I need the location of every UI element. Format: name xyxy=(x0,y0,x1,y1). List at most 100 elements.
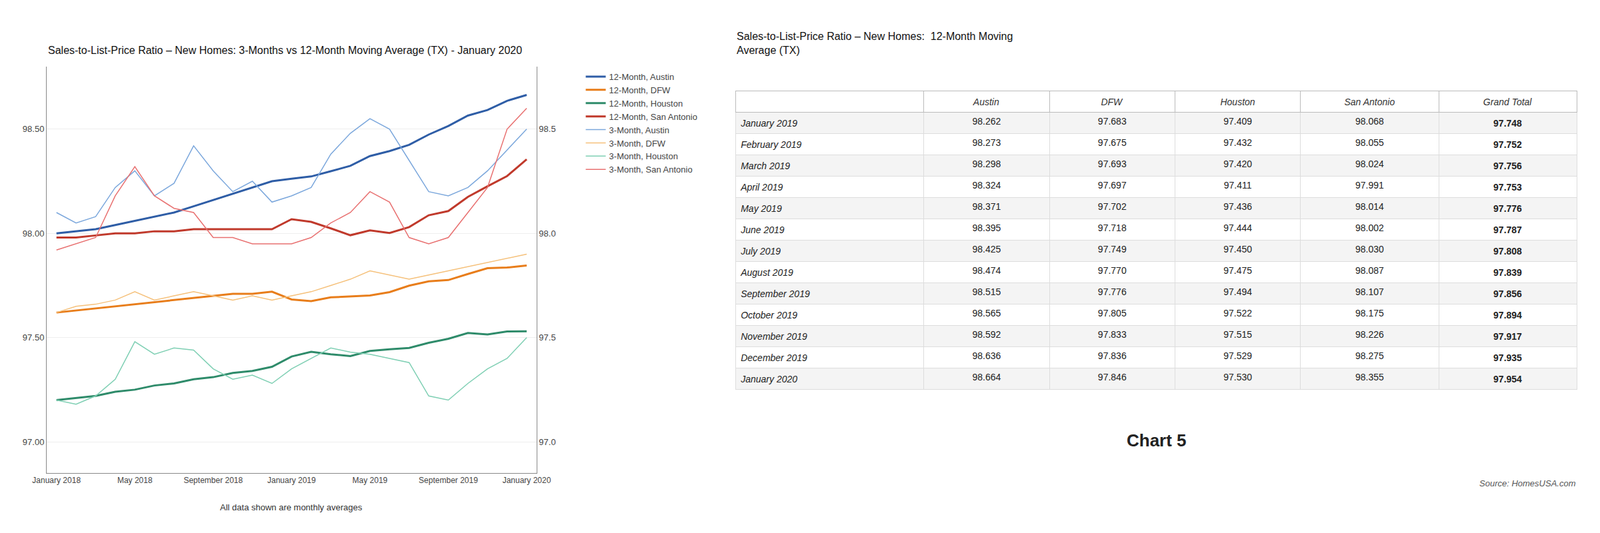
svg-text:January 2018: January 2018 xyxy=(32,476,81,486)
svg-text:3-Month, San Antonio: 3-Month, San Antonio xyxy=(609,164,693,175)
svg-text:97.776: 97.776 xyxy=(1098,286,1127,298)
svg-text:98.565: 98.565 xyxy=(972,308,1002,319)
svg-text:98.50: 98.50 xyxy=(22,124,45,134)
svg-text:97.856: 97.856 xyxy=(1493,288,1522,300)
svg-text:October 2019: October 2019 xyxy=(740,310,798,321)
svg-text:97.748: 97.748 xyxy=(1493,118,1522,129)
svg-text:May 2019: May 2019 xyxy=(352,476,388,486)
svg-text:97.432: 97.432 xyxy=(1223,137,1252,148)
svg-text:April 2019: April 2019 xyxy=(740,182,783,193)
svg-text:November 2019: November 2019 xyxy=(740,331,808,342)
svg-text:97.683: 97.683 xyxy=(1098,116,1127,127)
svg-text:98.592: 98.592 xyxy=(972,329,1002,340)
svg-text:98.5: 98.5 xyxy=(538,124,556,134)
svg-text:Houston: Houston xyxy=(1220,96,1255,108)
svg-text:97.0: 97.0 xyxy=(538,437,556,448)
svg-text:September 2018: September 2018 xyxy=(183,476,243,486)
svg-text:97.409: 97.409 xyxy=(1223,116,1252,127)
svg-text:98.273: 98.273 xyxy=(972,137,1002,148)
svg-text:98.474: 98.474 xyxy=(972,265,1002,276)
svg-text:Austin: Austin xyxy=(972,96,1000,108)
svg-text:12-Month, Houston: 12-Month, Houston xyxy=(609,98,684,109)
svg-text:97.752: 97.752 xyxy=(1493,139,1522,150)
svg-text:12-Month, San Antonio: 12-Month, San Antonio xyxy=(609,112,698,122)
svg-text:All data shown are monthly ave: All data shown are monthly averages xyxy=(220,502,363,513)
svg-text:97.756: 97.756 xyxy=(1493,160,1522,172)
svg-text:97.411: 97.411 xyxy=(1224,180,1252,191)
svg-text:DFW: DFW xyxy=(1100,96,1124,108)
svg-text:97.935: 97.935 xyxy=(1493,352,1522,364)
svg-text:January 2020: January 2020 xyxy=(502,476,552,486)
svg-text:97.529: 97.529 xyxy=(1223,350,1252,362)
svg-text:January 2020: January 2020 xyxy=(740,374,798,385)
svg-text:97.494: 97.494 xyxy=(1223,286,1252,298)
svg-text:97.522: 97.522 xyxy=(1223,308,1252,319)
svg-text:98.425: 98.425 xyxy=(972,244,1002,255)
svg-text:Source: HomesUSA.com: Source: HomesUSA.com xyxy=(1479,478,1576,489)
svg-text:98.055: 98.055 xyxy=(1355,137,1384,148)
svg-text:97.675: 97.675 xyxy=(1098,137,1127,148)
svg-text:12-Month, DFW: 12-Month, DFW xyxy=(609,85,671,96)
svg-text:97.749: 97.749 xyxy=(1098,244,1127,255)
svg-text:97.770: 97.770 xyxy=(1098,265,1127,276)
svg-text:98.0: 98.0 xyxy=(538,228,556,239)
svg-text:98.226: 98.226 xyxy=(1355,329,1384,340)
svg-text:98.324: 98.324 xyxy=(972,180,1002,191)
svg-text:February 2019: February 2019 xyxy=(740,139,802,150)
svg-text:May 2018: May 2018 xyxy=(117,476,153,486)
svg-text:98.107: 98.107 xyxy=(1355,286,1384,298)
svg-text:97.776: 97.776 xyxy=(1493,203,1522,214)
svg-text:3-Month, DFW: 3-Month, DFW xyxy=(609,138,666,149)
svg-text:May 2019: May 2019 xyxy=(740,203,782,214)
svg-text:98.002: 98.002 xyxy=(1355,222,1384,234)
svg-text:July 2019: July 2019 xyxy=(740,246,781,257)
svg-text:98.262: 98.262 xyxy=(972,116,1002,127)
svg-text:97.753: 97.753 xyxy=(1493,182,1522,193)
svg-text:97.839: 97.839 xyxy=(1493,267,1522,278)
svg-text:98.636: 98.636 xyxy=(972,350,1002,362)
svg-text:97.475: 97.475 xyxy=(1223,265,1252,276)
svg-text:Grand Total: Grand Total xyxy=(1483,96,1533,108)
svg-text:97.808: 97.808 xyxy=(1493,246,1522,257)
svg-text:3-Month, Houston: 3-Month, Houston xyxy=(609,151,678,162)
svg-text:June 2019: June 2019 xyxy=(740,224,785,236)
svg-text:December 2019: December 2019 xyxy=(740,352,808,364)
svg-text:Chart 5: Chart 5 xyxy=(1126,430,1187,451)
svg-text:January 2019: January 2019 xyxy=(267,476,316,486)
svg-text:12-Month, Austin: 12-Month, Austin xyxy=(609,72,675,82)
svg-text:97.444: 97.444 xyxy=(1223,222,1252,234)
svg-text:97.530: 97.530 xyxy=(1223,372,1252,383)
svg-text:98.298: 98.298 xyxy=(972,158,1002,170)
svg-text:98.068: 98.068 xyxy=(1355,116,1384,127)
svg-text:97.450: 97.450 xyxy=(1223,244,1252,255)
svg-text:97.718: 97.718 xyxy=(1098,222,1127,234)
svg-text:Sales-to-List-Price Ratio – Ne: Sales-to-List-Price Ratio – New Homes: 3… xyxy=(48,44,522,56)
svg-text:97.991: 97.991 xyxy=(1355,180,1384,191)
svg-text:97.515: 97.515 xyxy=(1223,329,1252,340)
svg-text:97.894: 97.894 xyxy=(1493,310,1522,321)
svg-text:98.014: 98.014 xyxy=(1355,201,1384,212)
svg-text:98.371: 98.371 xyxy=(972,201,1002,212)
svg-text:98.175: 98.175 xyxy=(1355,308,1384,319)
svg-text:3-Month, Austin: 3-Month, Austin xyxy=(609,125,670,136)
svg-text:September 2019: September 2019 xyxy=(740,288,810,300)
svg-text:97.702: 97.702 xyxy=(1098,201,1127,212)
svg-text:98.030: 98.030 xyxy=(1355,244,1384,255)
svg-text:97.420: 97.420 xyxy=(1223,158,1252,170)
svg-text:98.355: 98.355 xyxy=(1355,372,1384,383)
svg-text:98.515: 98.515 xyxy=(972,286,1002,298)
svg-text:97.436: 97.436 xyxy=(1223,201,1252,212)
svg-text:98.395: 98.395 xyxy=(972,222,1002,234)
svg-text:September 2019: September 2019 xyxy=(418,476,478,486)
svg-text:97.846: 97.846 xyxy=(1098,372,1127,383)
svg-text:98.275: 98.275 xyxy=(1355,350,1384,362)
svg-text:98.024: 98.024 xyxy=(1355,158,1384,170)
svg-text:97.833: 97.833 xyxy=(1098,329,1127,340)
svg-text:August 2019: August 2019 xyxy=(740,267,794,278)
svg-text:Sales-to-List-Price Ratio – Ne: Sales-to-List-Price Ratio – New Homes: 1… xyxy=(736,30,1013,56)
svg-text:97.836: 97.836 xyxy=(1098,350,1127,362)
svg-text:March 2019: March 2019 xyxy=(740,160,790,172)
svg-text:January 2019: January 2019 xyxy=(740,118,798,129)
svg-text:98.664: 98.664 xyxy=(972,372,1002,383)
svg-text:97.00: 97.00 xyxy=(22,437,45,448)
